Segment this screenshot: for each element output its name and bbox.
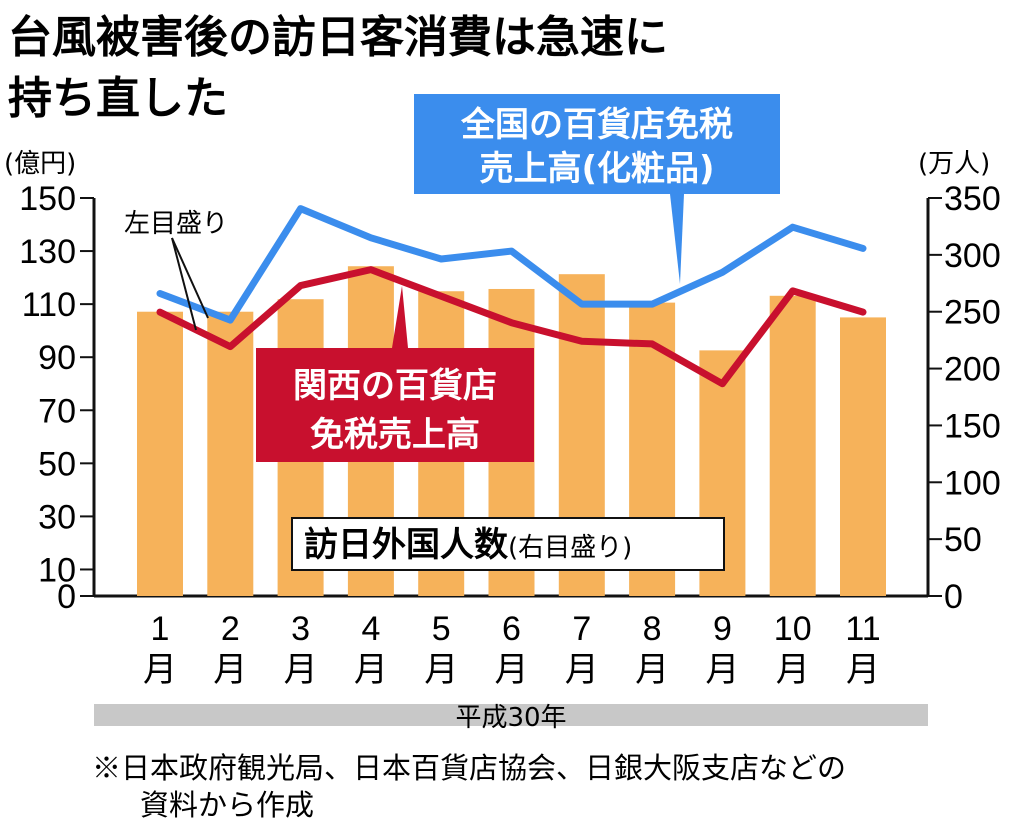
left-tick-label: 130 [19, 233, 76, 271]
national-label-box [414, 94, 780, 194]
left-tick-label: 30 [38, 498, 76, 536]
right-tick-label: 250 [944, 294, 1001, 332]
month-char-label: 月 [846, 651, 880, 689]
left-tick-label: 0 [57, 578, 76, 616]
right-tick-label: 100 [944, 464, 1001, 502]
month-char-label: 月 [495, 651, 529, 689]
month-number-label: 6 [502, 610, 521, 648]
kansai-label-pointer [392, 286, 408, 348]
national-label-pointer [670, 194, 684, 284]
visitor-legend-name: 訪日外国人数 [304, 525, 508, 565]
right-tick-label: 200 [944, 351, 1001, 389]
left-scale-pointer-2 [171, 237, 197, 331]
national-label-line1: 全国の百貨店免税 [460, 105, 733, 145]
visitor-legend-text: 訪日外国人数(右目盛り) [304, 525, 632, 565]
chart-title-line1: 台風被害後の訪日客消費は急速に [8, 12, 668, 63]
month-number-label: 10 [774, 610, 812, 648]
month-number-label: 1 [151, 610, 170, 648]
month-number-label: 4 [361, 610, 380, 648]
month-char-label: 月 [143, 651, 177, 689]
right-tick-label: 0 [944, 578, 963, 616]
month-number-label: 2 [221, 610, 240, 648]
month-char-label: 月 [354, 651, 388, 689]
left-axis-ticks: 010 30 50 70 90 110 130 150 [19, 180, 94, 616]
month-number-label: 7 [572, 610, 591, 648]
left-tick-label: 70 [38, 392, 76, 430]
month-number-label: 5 [432, 610, 451, 648]
kansai-label-line1: 関西の百貨店 [293, 366, 497, 406]
month-char-label: 月 [213, 651, 247, 689]
visitor-bar [840, 317, 886, 596]
month-char-label: 月 [284, 651, 318, 689]
left-tick-label: 110 [22, 286, 76, 324]
footnote-line2: 資料から作成 [140, 788, 314, 822]
month-number-label: 3 [291, 610, 310, 648]
left-tick-label: 90 [38, 339, 76, 377]
kansai-label-box [256, 348, 534, 462]
visitor-bar [137, 311, 183, 596]
right-tick-label: 350 [944, 180, 1001, 218]
month-char-label: 月 [776, 651, 810, 689]
month-number-label: 11 [845, 610, 880, 648]
era-label: 平成30年 [455, 703, 566, 733]
kansai-label-line2: 免税売上高 [310, 415, 480, 455]
visitor-bar [207, 311, 254, 596]
month-number-label: 8 [643, 610, 662, 648]
month-char-label: 月 [635, 651, 669, 689]
national-label-line2: 売上高(化粧品) [479, 149, 714, 189]
right-tick-label: 50 [944, 521, 982, 559]
chart-title-line2: 持ち直した [8, 73, 228, 124]
era-band [94, 704, 928, 726]
left-tick-label: 150 [19, 180, 76, 218]
month-char-label: 月 [705, 651, 739, 689]
footnote-line1: ※日本政府観光局、日本百貨店協会、日銀大阪支店などの [92, 751, 846, 785]
left-tick-label: 10 [38, 551, 76, 589]
national-sales-line [156, 205, 867, 324]
right-axis-ticks: 0 50 100 150 200 250 300 350 [928, 180, 1001, 616]
left-tick-label: 50 [38, 445, 76, 483]
left-scale-pointer-1 [171, 237, 209, 319]
visitor-legend-box [291, 517, 725, 571]
month-char-label: 月 [424, 651, 458, 689]
kansai-sales-line [156, 266, 867, 388]
left-scale-annotation: 左目盛り [124, 209, 228, 239]
left-axis-unit: (億円) [4, 149, 76, 179]
right-tick-label: 300 [944, 237, 1001, 275]
sales-lines [156, 205, 867, 388]
month-char-label: 月 [565, 651, 599, 689]
visitor-bar [769, 295, 816, 596]
visitor-legend-suffix: (右目盛り) [508, 533, 632, 563]
month-number-label: 9 [713, 610, 732, 648]
right-tick-label: 150 [944, 407, 1001, 445]
right-axis-unit: (万人) [918, 149, 990, 179]
